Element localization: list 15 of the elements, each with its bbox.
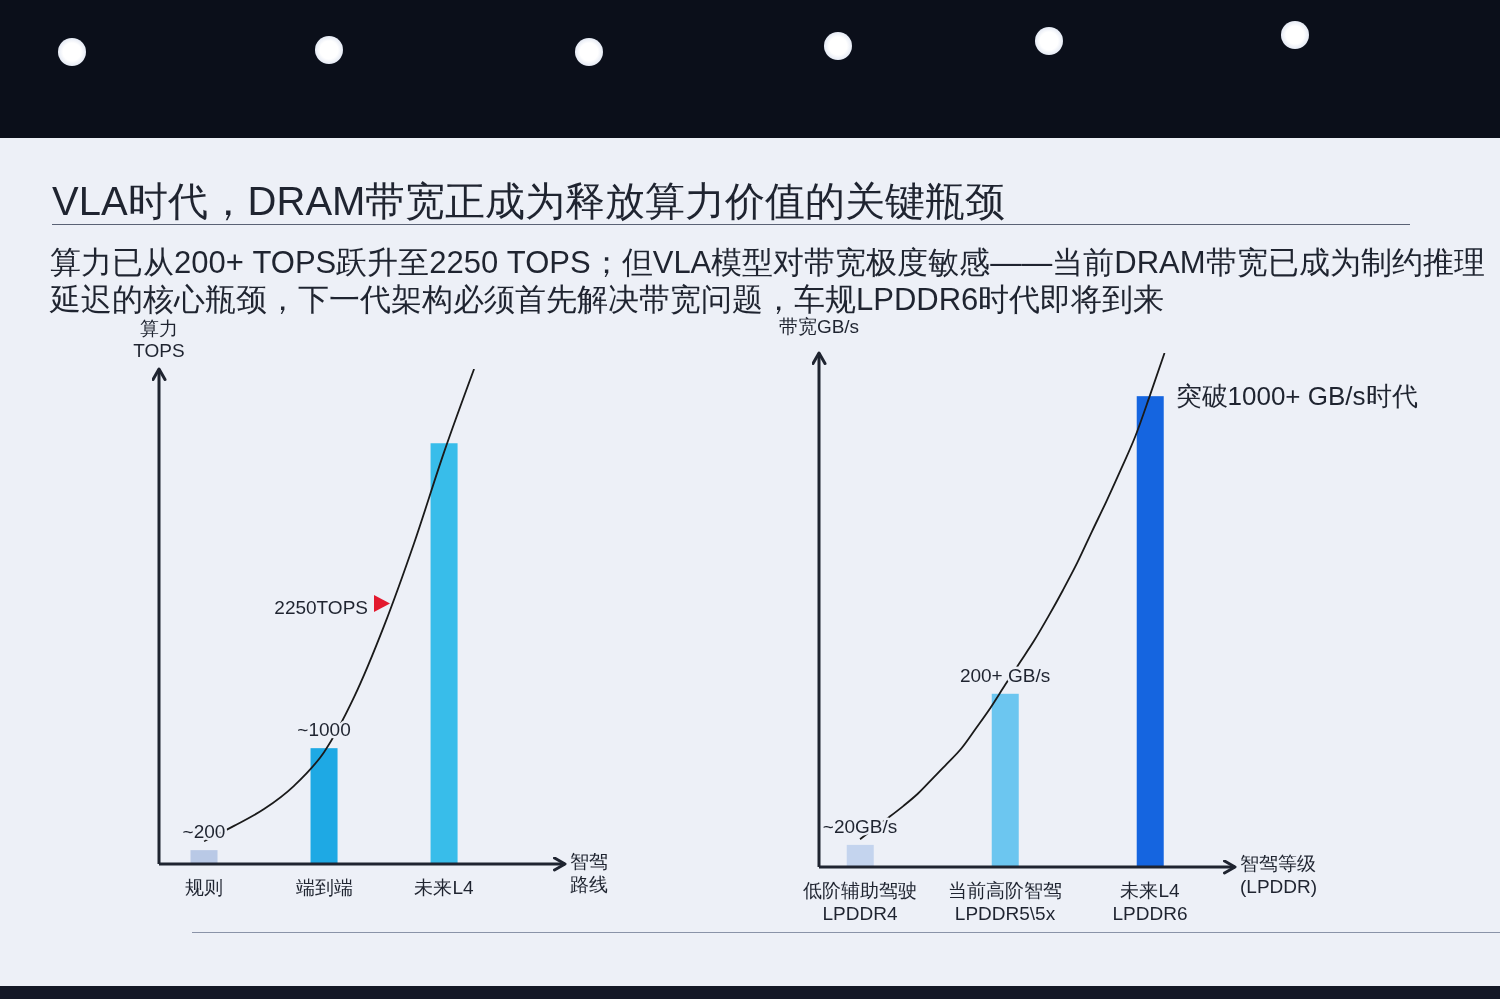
y-axis-title: 带宽GB/s: [777, 316, 861, 338]
x-tick-label: 当前高阶智驾 LPDDR5\5x: [948, 880, 1063, 924]
y-axis-title: 算力 TOPS: [132, 318, 186, 362]
text: 算力已从200+ TOPS跃升至2250 TOPS；但VLA模型对带宽极度敏感——当前DRAM带宽已成为制约推理延迟的核心瓶颈，下一代架构必须首先解决带宽问题，车规LPDDR6时代即将到来: [50, 244, 1486, 317]
x-axis-title: 智驾路线: [570, 850, 609, 896]
x-tick-label: 未来L4: [414, 877, 475, 898]
x-tick-label: 端到端: [295, 877, 353, 898]
x-tick-label: 未来L4 LPDDR6: [1112, 880, 1188, 924]
annotation: 2250TOPS: [273, 596, 368, 619]
annotation: ~200: [182, 821, 226, 843]
x-tick-label: 规则: [185, 877, 224, 898]
x-axis-title: 智驾等级 (LPDDR): [1240, 852, 1319, 898]
annotation: 突破1000+ GB/s时代: [1175, 381, 1418, 412]
chart-title: VLA时代，DRAM带宽正成为释放算力价值的关键瓶颈: [52, 178, 1410, 225]
x-tick-label: 低阶辅助驾驶 LPDDR4: [803, 880, 918, 924]
